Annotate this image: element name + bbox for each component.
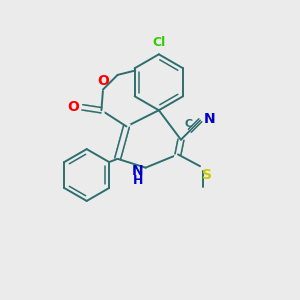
Text: O: O	[67, 100, 79, 114]
Text: O: O	[97, 74, 109, 88]
Text: N: N	[132, 164, 143, 178]
Text: C: C	[185, 119, 193, 129]
Text: Cl: Cl	[152, 36, 166, 49]
Text: S: S	[202, 168, 212, 182]
Text: H: H	[133, 173, 143, 187]
Text: N: N	[204, 112, 215, 126]
